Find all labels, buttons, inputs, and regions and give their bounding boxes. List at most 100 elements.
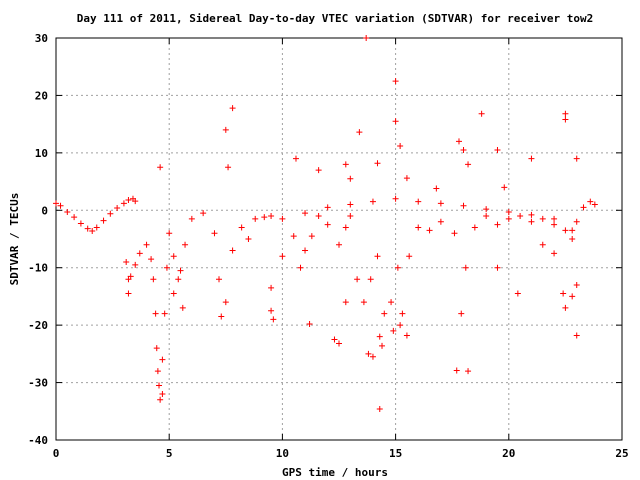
data-point [451, 230, 458, 237]
data-point [528, 218, 535, 225]
data-point [455, 138, 462, 145]
data-point [225, 164, 232, 171]
data-point [152, 310, 159, 317]
data-point [170, 290, 177, 297]
data-point [369, 198, 376, 205]
data-point [342, 299, 349, 306]
data-point [268, 213, 275, 220]
data-point [394, 264, 401, 271]
data-point [591, 201, 598, 208]
data-point [471, 224, 478, 231]
data-point [200, 210, 207, 217]
data-point [182, 241, 189, 248]
y-tick-label: 10 [35, 147, 48, 160]
data-point [478, 110, 485, 117]
data-point [437, 218, 444, 225]
data-point [93, 224, 100, 231]
data-point [415, 198, 422, 205]
data-point [136, 250, 143, 257]
data-point [342, 161, 349, 168]
data-point [89, 227, 96, 234]
chart-title: Day 111 of 2011, Sidereal Day-to-day VTE… [77, 12, 594, 25]
y-tick-label: 20 [35, 89, 48, 102]
data-point [465, 368, 472, 375]
data-point [392, 195, 399, 202]
data-point [494, 146, 501, 153]
data-point [347, 175, 354, 182]
data-point [569, 236, 576, 242]
data-point [175, 276, 182, 283]
data-point [306, 320, 313, 327]
y-tick-label: -30 [28, 377, 48, 390]
data-point [587, 198, 594, 205]
plot-area-frame [55, 37, 623, 441]
data-point [365, 350, 372, 357]
data-point [261, 214, 268, 221]
data-point [573, 155, 580, 162]
x-tick-label: 15 [389, 447, 402, 460]
data-point [324, 221, 331, 228]
data-point [71, 214, 78, 221]
data-point [132, 198, 139, 205]
data-point [302, 247, 309, 254]
data-point [539, 215, 546, 222]
data-point [403, 332, 410, 339]
data-point [324, 204, 331, 211]
data-point [125, 290, 132, 297]
data-point [465, 161, 472, 168]
data-point [157, 164, 164, 171]
data-point [279, 253, 286, 260]
x-tick-labels: 0 5 10 15 20 25 [53, 447, 629, 460]
y-tick-label: -40 [28, 434, 48, 447]
data-point [569, 293, 576, 300]
x-axis-label: GPS time / hours [282, 466, 388, 479]
data-point [308, 233, 315, 240]
data-point [494, 264, 501, 271]
data-point [360, 299, 367, 306]
data-point [356, 129, 363, 136]
data-point [53, 200, 59, 207]
y-tick-label: -10 [28, 262, 48, 275]
data-point [415, 224, 422, 231]
data-point [159, 391, 166, 398]
data-point [100, 217, 107, 224]
data-point [57, 202, 64, 209]
data-point [161, 310, 168, 317]
data-point [123, 258, 130, 265]
data-point [354, 276, 361, 283]
data-point [290, 233, 297, 240]
data-point [229, 247, 236, 254]
data-point [573, 332, 580, 339]
data-point [163, 264, 170, 271]
data-point [453, 367, 460, 374]
data-point [132, 261, 139, 268]
data-point [166, 230, 173, 237]
data-point [462, 264, 469, 271]
data-point [390, 327, 397, 334]
data-point [347, 201, 354, 208]
data-point [528, 211, 535, 218]
data-point [218, 313, 225, 320]
data-point [211, 230, 218, 237]
data-point [397, 142, 404, 149]
data-point [268, 307, 275, 314]
data-point [551, 221, 558, 228]
y-tick-labels: 30 20 10 0 -10 -20 -30 -40 [28, 32, 48, 447]
data-point [374, 253, 381, 260]
data-point [125, 196, 132, 203]
data-point [580, 204, 587, 211]
x-tick-label: 20 [502, 447, 515, 460]
data-point [170, 253, 177, 260]
data-point [562, 227, 569, 234]
data-point [392, 118, 399, 125]
data-point [551, 215, 558, 222]
data-point [159, 356, 166, 363]
data-point [336, 241, 342, 248]
y-tick-label: 0 [41, 204, 48, 217]
data-point [399, 310, 406, 317]
data-point [562, 116, 569, 123]
data-point [336, 340, 342, 347]
data-point [505, 215, 512, 222]
data-point [292, 155, 299, 162]
data-point [156, 382, 163, 389]
